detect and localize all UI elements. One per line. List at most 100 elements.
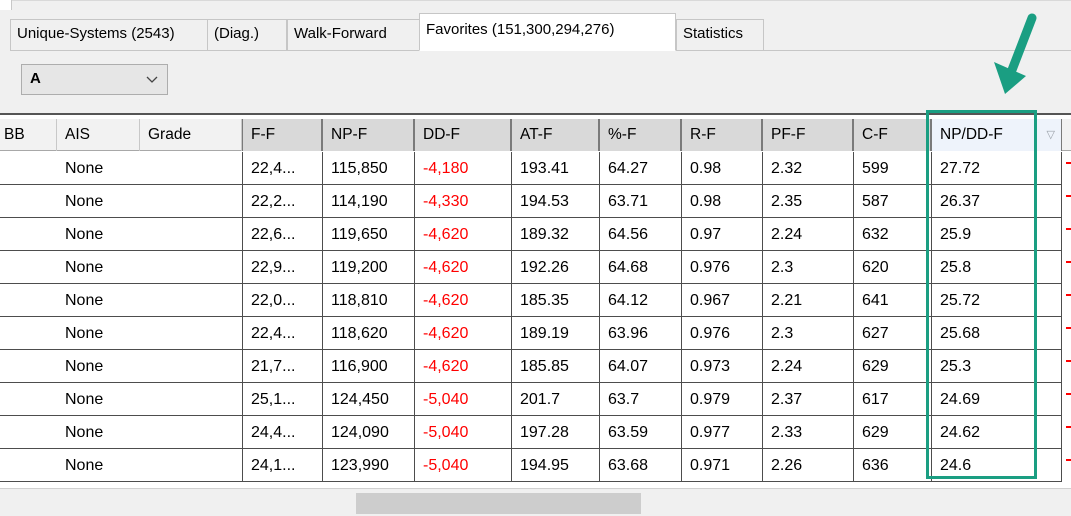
cell-np-f: 118,810	[322, 284, 414, 317]
tab-diag[interactable]: (Diag.)	[207, 19, 287, 50]
cell-np-f: 119,200	[322, 251, 414, 284]
tab-unique-systems[interactable]: Unique-Systems (2543)	[10, 19, 216, 50]
cell-ais: None	[57, 416, 140, 449]
cell-pf-f: 2.21	[762, 284, 853, 317]
table-row[interactable]: None 22,4... 118,620 -4,620 189.19 63.96 0.976…	[0, 317, 1071, 350]
cell-f-f: 22,4...	[242, 317, 322, 350]
cell-f-f: 24,4...	[242, 416, 322, 449]
cell-np-f: 118,620	[322, 317, 414, 350]
cell-grade	[140, 284, 242, 317]
cell-bb	[0, 449, 57, 482]
filter-dropdown[interactable]: A	[21, 64, 168, 95]
cell-c-f: 629	[853, 350, 931, 383]
cell-r-f: 0.98	[681, 185, 762, 218]
filter-value: A	[30, 70, 41, 87]
cell-pf-f: 2.3	[762, 317, 853, 350]
table-row[interactable]: None 22,2... 114,190 -4,330 194.53 63.71 0.98 2…	[0, 185, 1071, 218]
table-row[interactable]: None 22,0... 118,810 -4,620 185.35 64.12 0.967…	[0, 284, 1071, 317]
cell-pct-f: 63.7	[599, 383, 681, 416]
table-row[interactable]: None 24,4... 124,090 -5,040 197.28 63.59 0.977…	[0, 416, 1071, 449]
cell-at-f: 193.41	[511, 152, 599, 185]
cell-f-f: 21,7...	[242, 350, 322, 383]
cell-dd-f: -5,040	[414, 416, 511, 449]
cell-c-f: 627	[853, 317, 931, 350]
cell-np-dd-f: 24.69	[931, 383, 1062, 416]
column-header-grade[interactable]: Grade	[140, 119, 242, 151]
column-header-ais[interactable]: AIS	[57, 119, 140, 151]
cell-np-dd-f: 25.68	[931, 317, 1062, 350]
cell-np-f: 116,900	[322, 350, 414, 383]
column-header-pf-f[interactable]: PF-F	[762, 119, 853, 151]
table-row[interactable]: None 25,1... 124,450 -5,040 201.7 63.7 0.979 2.…	[0, 383, 1071, 416]
cell-dd-f: -4,620	[414, 251, 511, 284]
table-row[interactable]: None 22,6... 119,650 -4,620 189.32 64.56 0.97 2…	[0, 218, 1071, 251]
cell-ais: None	[57, 185, 140, 218]
table-row[interactable]: None 22,4... 115,850 -4,180 193.41 64.27 0.98 2…	[0, 152, 1071, 185]
cell-dd-f: -4,620	[414, 284, 511, 317]
cell-at-f: 194.95	[511, 449, 599, 482]
cell-r-f: 0.976	[681, 251, 762, 284]
cell-r-f: 0.97	[681, 218, 762, 251]
cell-r-f: 0.976	[681, 317, 762, 350]
column-header-pct-f[interactable]: %-F	[599, 119, 681, 151]
cell-pct-f: 64.27	[599, 152, 681, 185]
cell-dd-f: -4,330	[414, 185, 511, 218]
clipped-column-mark	[1066, 162, 1071, 164]
clipped-column-mark	[1066, 294, 1071, 296]
clipped-column-mark	[1066, 228, 1071, 230]
cell-bb	[0, 284, 57, 317]
cell-np-f: 114,190	[322, 185, 414, 218]
table-row[interactable]: None 21,7... 116,900 -4,620 185.85 64.07 0.973…	[0, 350, 1071, 383]
cell-np-dd-f: 26.37	[931, 185, 1062, 218]
column-header-np-dd-f[interactable]: NP/DD-F ▽	[931, 119, 1062, 151]
table-row[interactable]: None 24,1... 123,990 -5,040 194.95 63.68 0.971…	[0, 449, 1071, 482]
arrow-down-icon	[994, 13, 1037, 94]
sort-descending-icon[interactable]: ▽	[1046, 129, 1055, 141]
tab-walk-forward[interactable]: Walk-Forward	[287, 19, 420, 50]
cell-grade	[140, 218, 242, 251]
cell-bb	[0, 251, 57, 284]
cell-dd-f: -5,040	[414, 383, 511, 416]
cell-c-f: 641	[853, 284, 931, 317]
table-row[interactable]: None 22,9... 119,200 -4,620 192.26 64.68 0.976…	[0, 251, 1071, 284]
tab-statistics[interactable]: Statistics	[676, 19, 764, 50]
cell-dd-f: -4,180	[414, 152, 511, 185]
cell-bb	[0, 185, 57, 218]
cell-c-f: 629	[853, 416, 931, 449]
cell-at-f: 185.35	[511, 284, 599, 317]
column-header-bb[interactable]: BB	[0, 119, 57, 151]
cell-ais: None	[57, 218, 140, 251]
horizontal-scrollbar[interactable]	[0, 488, 1071, 516]
cell-bb	[0, 317, 57, 350]
cell-grade	[140, 185, 242, 218]
chevron-down-icon[interactable]	[145, 68, 159, 93]
cell-at-f: 189.32	[511, 218, 599, 251]
cell-bb	[0, 416, 57, 449]
cell-at-f: 201.7	[511, 383, 599, 416]
cell-pf-f: 2.37	[762, 383, 853, 416]
cell-grade	[140, 383, 242, 416]
cell-bb	[0, 350, 57, 383]
cell-bb	[0, 383, 57, 416]
cell-pct-f: 63.59	[599, 416, 681, 449]
cell-c-f: 620	[853, 251, 931, 284]
cell-np-f: 115,850	[322, 152, 414, 185]
filter-panel: A	[10, 50, 1071, 113]
column-header-c-f[interactable]: C-F	[853, 119, 931, 151]
cell-c-f: 599	[853, 152, 931, 185]
cell-grade	[140, 449, 242, 482]
column-header-np-f[interactable]: NP-F	[322, 119, 414, 151]
cell-ais: None	[57, 383, 140, 416]
column-header-dd-f[interactable]: DD-F	[414, 119, 511, 151]
column-header-f-f[interactable]: F-F	[242, 119, 322, 151]
cell-r-f: 0.971	[681, 449, 762, 482]
column-header-at-f[interactable]: AT-F	[511, 119, 599, 151]
cell-grade	[140, 152, 242, 185]
cell-at-f: 189.19	[511, 317, 599, 350]
cell-np-dd-f: 24.62	[931, 416, 1062, 449]
column-header-r-f[interactable]: R-F	[681, 119, 762, 151]
cell-dd-f: -5,040	[414, 449, 511, 482]
scrollbar-thumb[interactable]	[356, 493, 641, 514]
tab-favorites[interactable]: Favorites (151,300,294,276)	[419, 13, 676, 51]
